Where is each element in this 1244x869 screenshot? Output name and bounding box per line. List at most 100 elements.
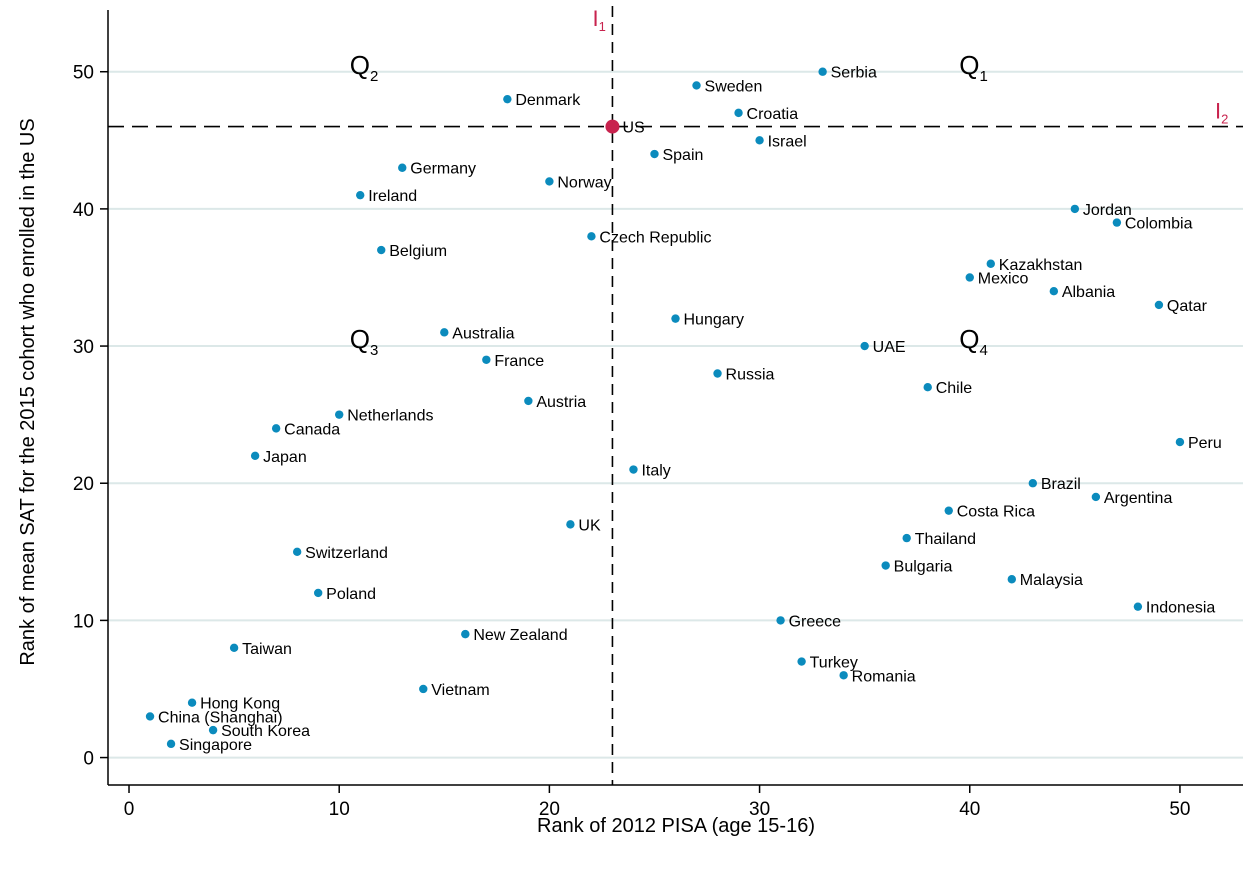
x-tick-label-2: 20 (539, 799, 560, 820)
point-romania (839, 671, 848, 680)
point-label-israel: Israel (768, 133, 807, 150)
reference-lines: I1 I2 (108, 6, 1243, 785)
point-hungary (671, 314, 680, 323)
point-poland (313, 588, 323, 598)
point-brazil (1028, 479, 1038, 488)
point-label-uk: UK (578, 517, 601, 534)
point-label-austria: Austria (536, 394, 586, 411)
point-taiwan (229, 643, 239, 653)
point-label-new-zealand: New Zealand (473, 627, 567, 644)
y-tick-label-1: 10 (73, 611, 94, 632)
point-france (482, 355, 491, 364)
point-chile (923, 383, 932, 392)
point-south-korea (208, 725, 218, 735)
point-label-albania: Albania (1062, 284, 1115, 301)
point-label-czech-republic: Czech Republic (599, 229, 711, 246)
point-czech-republic (587, 232, 596, 241)
point-label-poland: Poland (326, 586, 376, 603)
y-tick-label-0: 0 (83, 749, 94, 770)
point-new-zealand (461, 629, 470, 639)
point-ireland (356, 190, 365, 200)
point-label-greece: Greece (789, 613, 842, 630)
quadrant-labels: Q1 Q2 Q3 Q4 (350, 50, 988, 359)
point-qatar (1154, 300, 1164, 310)
quadrant-label-1: Q1 (959, 50, 988, 85)
point-label-denmark: Denmark (515, 92, 581, 109)
point-label-peru: Peru (1188, 435, 1222, 452)
point-label-belgium: Belgium (389, 243, 447, 260)
x-tick-label-1: 10 (329, 799, 350, 820)
point-greece (776, 616, 785, 625)
point-colombia (1112, 218, 1122, 227)
point-germany (398, 163, 407, 172)
point-us (605, 119, 620, 134)
point-malaysia (1007, 575, 1016, 584)
point-jordan (1070, 204, 1080, 214)
x-axis-title: Rank of 2012 PISA (age 15-16) (537, 815, 815, 837)
point-turkey (797, 657, 806, 666)
point-label-hungary: Hungary (684, 312, 744, 329)
point-vietnam (419, 684, 428, 694)
point-hong-kong (187, 698, 197, 707)
point-label-romania: Romania (852, 668, 916, 685)
point-label-germany: Germany (410, 161, 476, 178)
point-japan (250, 451, 260, 460)
point-austria (524, 396, 533, 406)
point-label-colombia: Colombia (1125, 216, 1193, 233)
point-belgium (377, 245, 386, 255)
quadrant-label-2: Q2 (350, 50, 379, 85)
y-tick-label-3: 30 (73, 337, 94, 358)
point-indonesia (1133, 602, 1143, 611)
axes: 0 10 20 30 40 50 0 10 20 30 40 50 (73, 10, 1243, 820)
point-label-argentina: Argentina (1104, 490, 1173, 507)
point-label-vietnam: Vietnam (431, 682, 489, 699)
point-peru (1175, 437, 1185, 447)
point-label-mexico: Mexico (978, 270, 1029, 287)
x-tick-label-4: 40 (959, 799, 980, 820)
point-label-serbia: Serbia (831, 65, 877, 82)
reference-label-vertical: I1 (592, 6, 605, 34)
quadrant-label-4: Q4 (959, 324, 988, 359)
point-label-russia: Russia (726, 366, 775, 383)
point-bulgaria (881, 561, 890, 570)
point-label-japan: Japan (263, 449, 307, 466)
point-label-netherlands: Netherlands (347, 408, 433, 425)
point-label-ireland: Ireland (368, 188, 417, 205)
point-switzerland (292, 547, 302, 557)
point-label-spain: Spain (662, 147, 703, 164)
data-points: Serbia Sweden Denmark Croatia US Israel Spain G… (145, 65, 1222, 754)
point-label-qatar: Qatar (1167, 298, 1208, 315)
point-label-jordan: Jordan (1083, 202, 1132, 219)
x-tick-label-0: 0 (124, 799, 135, 820)
point-norway (545, 177, 554, 186)
point-label-us: US (622, 120, 644, 137)
point-label-chile: Chile (936, 380, 973, 397)
point-croatia (734, 108, 743, 118)
point-label-hong-kong: Hong Kong (200, 696, 280, 713)
point-netherlands (335, 410, 344, 419)
point-spain (650, 149, 659, 159)
point-canada (271, 424, 281, 433)
point-russia (713, 369, 722, 378)
reference-label-horizontal: I2 (1215, 99, 1228, 127)
y-tick-label-5: 50 (73, 63, 94, 84)
point-serbia (818, 67, 827, 76)
quadrant-label-3: Q3 (350, 324, 379, 359)
x-tick-label-3: 30 (749, 799, 770, 820)
point-label-malaysia: Malaysia (1020, 572, 1083, 589)
point-label-brazil: Brazil (1041, 476, 1081, 493)
y-tick-label-2: 20 (73, 474, 94, 495)
point-label-china-shanghai: China (Shanghai) (158, 709, 283, 726)
point-label-sweden: Sweden (705, 78, 763, 95)
point-label-taiwan: Taiwan (242, 641, 292, 658)
point-singapore (166, 739, 176, 749)
point-label-indonesia: Indonesia (1146, 600, 1215, 617)
point-label-south-korea: South Korea (221, 723, 310, 740)
point-label-croatia: Croatia (747, 106, 799, 123)
point-label-costa-rica: Costa Rica (957, 504, 1035, 521)
point-label-bulgaria: Bulgaria (894, 559, 953, 576)
gridlines (108, 70, 1243, 759)
point-china-shanghai (145, 712, 155, 721)
y-axis-title: Rank of mean SAT for the 2015 cohort who… (17, 118, 39, 665)
point-label-france: France (494, 353, 544, 370)
